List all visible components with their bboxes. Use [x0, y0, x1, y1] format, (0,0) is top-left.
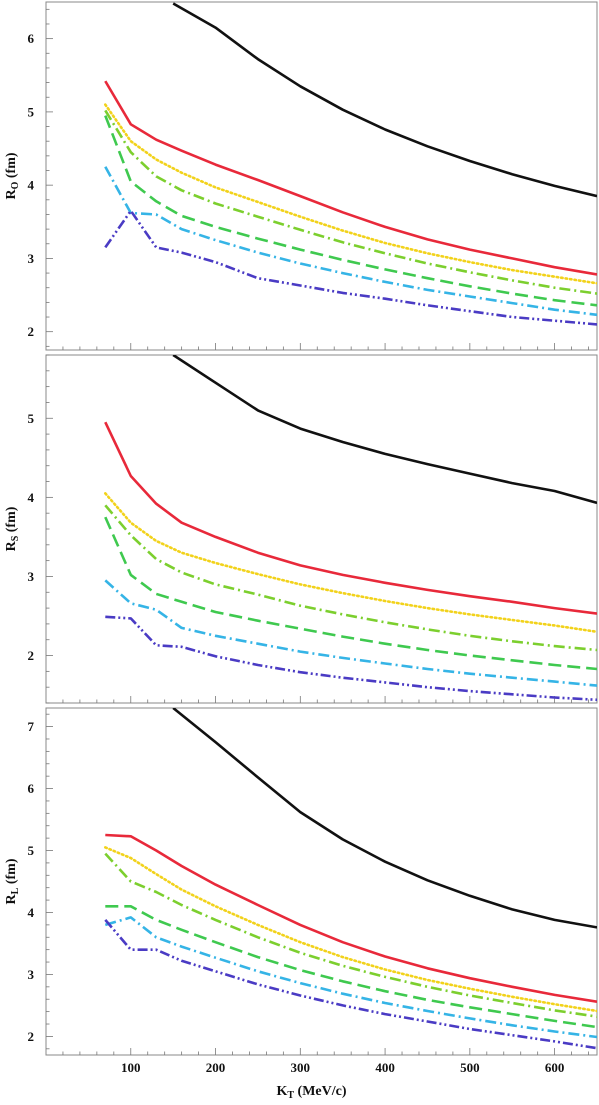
y-axis-title: RO (fm) [4, 152, 21, 199]
y-tick-label: 5 [28, 411, 35, 426]
panel-ro: 2 3 4 5 6 RO (fm) [4, 1, 598, 351]
plot-frame [45, 1, 598, 351]
panel-rl: 2 3 4 5 6 7 100 200 300 400 500 600 KT (MeV/c) RL (fm… [4, 707, 598, 1101]
series-line-7 [104, 919, 597, 1050]
y-tick-label: 3 [28, 967, 35, 982]
x-tick-label: 200 [206, 1060, 226, 1075]
series-line-3 [104, 846, 597, 1013]
series-line-6 [104, 916, 597, 1039]
y-tick-label: 4 [28, 905, 35, 920]
series-line-3 [104, 103, 597, 285]
series-line-6 [104, 166, 597, 317]
y-tick-label: 5 [28, 104, 35, 119]
plot-frame [45, 354, 598, 704]
series-line-1 [172, 355, 597, 505]
y-tick-label: 6 [28, 781, 35, 796]
series-line-6 [104, 579, 597, 687]
series-line-2 [104, 80, 597, 276]
plot-frame [45, 707, 598, 1056]
series-line-2 [104, 421, 597, 615]
y-tick-label: 7 [28, 719, 35, 734]
y-tick-label: 4 [28, 178, 35, 193]
x-tick-label: 600 [545, 1060, 565, 1075]
series-line-4 [104, 109, 597, 295]
y-tick-label: 4 [28, 490, 35, 505]
series-line-7 [104, 209, 597, 326]
y-axis-title: RS (fm) [4, 506, 21, 551]
x-tick-label: 500 [460, 1060, 480, 1075]
series-line-4 [104, 504, 597, 652]
x-tick-label: 100 [121, 1060, 141, 1075]
y-tick-label: 2 [28, 324, 35, 339]
y-tick-label: 3 [28, 251, 35, 266]
series-line-5 [104, 115, 597, 307]
series-line-5 [105, 905, 597, 1029]
y-axis-title: RL (fm) [4, 858, 21, 904]
x-axis-title: KT (MeV/c) [276, 1084, 346, 1101]
series-line-2 [105, 833, 597, 1003]
x-tick-label: 400 [375, 1060, 395, 1075]
y-tick-label: 6 [28, 31, 35, 46]
y-tick-label: 5 [28, 843, 35, 858]
series-line-7 [105, 615, 597, 702]
series-line-5 [104, 516, 597, 671]
series-line-3 [104, 492, 597, 634]
y-tick-label: 2 [28, 648, 35, 663]
y-tick-label: 3 [28, 569, 35, 584]
x-tick-label: 300 [291, 1060, 311, 1075]
series-line-1 [172, 2, 597, 198]
panel-rs: 2 3 4 5 RS (fm) [4, 354, 598, 704]
y-tick-label: 2 [28, 1029, 35, 1044]
series-line-4 [104, 852, 597, 1018]
series-line-1 [172, 708, 597, 929]
